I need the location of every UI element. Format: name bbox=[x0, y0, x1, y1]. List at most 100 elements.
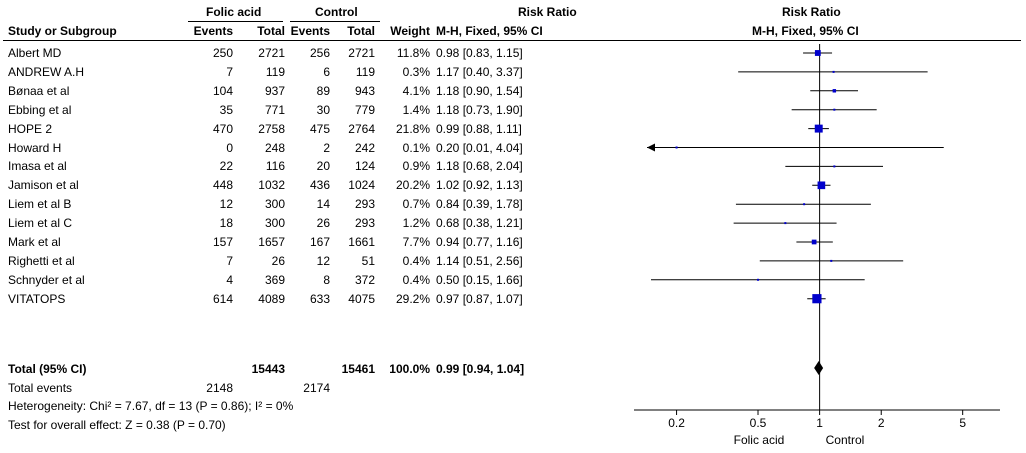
table-cell-study-name: Schnyder et al bbox=[8, 272, 85, 287]
table-cell-weight: 0.4% bbox=[402, 272, 430, 287]
table-cell-weight: 1.4% bbox=[402, 102, 430, 117]
table-cell-ci-text: 0.50 [0.15, 1.66] bbox=[436, 272, 523, 287]
table-cell-weight: 0.9% bbox=[402, 159, 430, 174]
column-header-exp-total: Total bbox=[257, 24, 285, 38]
table-cell-exp-total: 300 bbox=[264, 197, 285, 212]
table-cell-exp-total: 116 bbox=[265, 159, 285, 174]
study-marker bbox=[832, 89, 837, 93]
column-header-rr-method-left: M-H, Fixed, 95% CI bbox=[436, 24, 543, 38]
table-cell-ctl-events: 475 bbox=[309, 121, 330, 136]
table-cell-weight: 20.2% bbox=[395, 178, 430, 193]
study-marker bbox=[833, 108, 836, 111]
favours-left-label: Folic acid bbox=[733, 433, 785, 447]
table-cell-ctl-events: 26 bbox=[316, 216, 330, 231]
table-cell-exp-events: 22 bbox=[219, 159, 233, 174]
table-cell-weight: 21.8% bbox=[395, 121, 430, 136]
table-cell-weight: 29.2% bbox=[395, 291, 430, 306]
table-cell-exp-total: 26 bbox=[271, 253, 285, 268]
x-axis-tick-label: 1 bbox=[816, 416, 823, 430]
table-cell-ctl-total: 1661 bbox=[348, 235, 375, 249]
table-cell-exp-total: 937 bbox=[264, 83, 285, 98]
table-cell-study-name: Liem et al B bbox=[8, 197, 72, 212]
total-weight: 100.0% bbox=[389, 362, 430, 376]
table-cell-weight: 0.4% bbox=[402, 253, 430, 268]
total-ctl-total: 15461 bbox=[341, 362, 375, 376]
table-cell-ci-text: 0.94 [0.77, 1.16] bbox=[436, 235, 523, 249]
total-label: Total (95% CI) bbox=[8, 362, 87, 376]
study-marker bbox=[832, 70, 835, 73]
study-marker bbox=[814, 124, 823, 133]
study-marker bbox=[757, 278, 760, 281]
table-cell-exp-events: 35 bbox=[219, 102, 233, 117]
study-marker bbox=[803, 203, 806, 206]
table-cell-ctl-events: 14 bbox=[316, 197, 330, 212]
total-exp-total: 15443 bbox=[251, 362, 285, 376]
table-cell-exp-events: 614 bbox=[212, 291, 233, 306]
table-cell-ci-text: 1.18 [0.90, 1.54] bbox=[436, 83, 523, 98]
pooled-diamond bbox=[814, 361, 824, 375]
group-header-control: Control bbox=[315, 5, 358, 19]
table-cell-ctl-total: 4075 bbox=[348, 291, 375, 306]
table-cell-study-name: HOPE 2 bbox=[8, 121, 53, 136]
x-axis-tick-label: 0.2 bbox=[668, 416, 685, 430]
table-cell-exp-total: 1032 bbox=[258, 178, 285, 193]
column-header-ctl-events: Events bbox=[290, 24, 330, 38]
table-cell-ci-text: 0.84 [0.39, 1.78] bbox=[436, 197, 523, 212]
table-cell-ctl-total: 779 bbox=[354, 102, 375, 117]
table-cell-exp-total: 771 bbox=[264, 102, 285, 117]
study-marker bbox=[833, 165, 836, 168]
group-header-experimental-underline bbox=[188, 21, 283, 22]
table-cell-study-name: Righetti et al bbox=[8, 253, 75, 268]
table-cell-ctl-events: 436 bbox=[309, 178, 330, 193]
x-axis-tick-label: 5 bbox=[959, 416, 966, 430]
total-events-label: Total events bbox=[8, 381, 73, 395]
table-cell-ci-text: 0.20 [0.01, 4.04] bbox=[436, 140, 523, 155]
total-events-ctl: 2174 bbox=[303, 381, 330, 395]
favours-right-label: Control bbox=[825, 433, 865, 447]
table-cell-study-name: Mark et al bbox=[8, 235, 61, 249]
table-cell-exp-total: 4089 bbox=[258, 291, 285, 306]
table-cell-ctl-events: 2 bbox=[323, 140, 330, 155]
ci-arrow-left bbox=[647, 143, 655, 152]
table-cell-study-name: Liem et al C bbox=[8, 216, 73, 231]
table-cell-exp-events: 18 bbox=[219, 216, 233, 231]
table-cell-ctl-events: 12 bbox=[316, 253, 330, 268]
table-cell-study-name: ANDREW A.H bbox=[8, 64, 85, 79]
table-cell-exp-events: 448 bbox=[212, 178, 233, 193]
table-cell-ctl-events: 167 bbox=[309, 235, 330, 249]
table-cell-ci-text: 1.18 [0.68, 2.04] bbox=[436, 159, 523, 174]
table-cell-ctl-total: 293 bbox=[354, 216, 375, 231]
group-header-risk-ratio-right: Risk Ratio bbox=[782, 5, 841, 19]
table-cell-study-name: Albert MD bbox=[8, 46, 62, 60]
table-cell-exp-total: 369 bbox=[264, 272, 285, 287]
table-cell-exp-events: 0 bbox=[226, 140, 233, 155]
table-cell-ci-text: 1.17 [0.40, 3.37] bbox=[436, 64, 523, 79]
study-marker bbox=[830, 259, 833, 262]
heterogeneity-text: Heterogeneity: Chi² = 7.67, df = 13 (P =… bbox=[8, 399, 294, 413]
table-cell-ctl-total: 293 bbox=[354, 197, 375, 212]
column-header-rr-method-right: M-H, Fixed, 95% CI bbox=[752, 24, 859, 38]
table-cell-ctl-events: 256 bbox=[309, 46, 330, 60]
table-cell-ctl-events: 633 bbox=[309, 291, 330, 306]
table-cell-study-name: Imasa et al bbox=[8, 159, 67, 174]
table-cell-ci-text: 1.02 [0.92, 1.13] bbox=[436, 178, 523, 193]
table-cell-exp-events: 470 bbox=[212, 121, 233, 136]
table-cell-weight: 11.8% bbox=[396, 46, 430, 60]
table-cell-study-name: Ebbing et al bbox=[8, 102, 72, 117]
table-cell-study-name: Jamison et al bbox=[8, 178, 79, 193]
table-cell-exp-events: 7 bbox=[226, 253, 233, 268]
study-marker bbox=[814, 50, 821, 56]
table-cell-ci-text: 0.68 [0.38, 1.21] bbox=[436, 216, 523, 231]
study-marker bbox=[817, 181, 826, 190]
table-cell-ctl-total: 2721 bbox=[348, 46, 375, 60]
table-cell-weight: 4.1% bbox=[402, 83, 430, 98]
table-cell-exp-events: 12 bbox=[219, 197, 233, 212]
table-cell-ctl-events: 89 bbox=[316, 83, 330, 98]
table-cell-ci-text: 0.99 [0.88, 1.11] bbox=[436, 121, 522, 136]
study-marker bbox=[811, 239, 817, 245]
table-cell-ci-text: 0.97 [0.87, 1.07] bbox=[436, 291, 523, 306]
column-header-study: Study or Subgroup bbox=[8, 24, 117, 38]
table-cell-exp-total: 1657 bbox=[258, 235, 285, 249]
table-cell-ctl-total: 372 bbox=[354, 272, 375, 287]
